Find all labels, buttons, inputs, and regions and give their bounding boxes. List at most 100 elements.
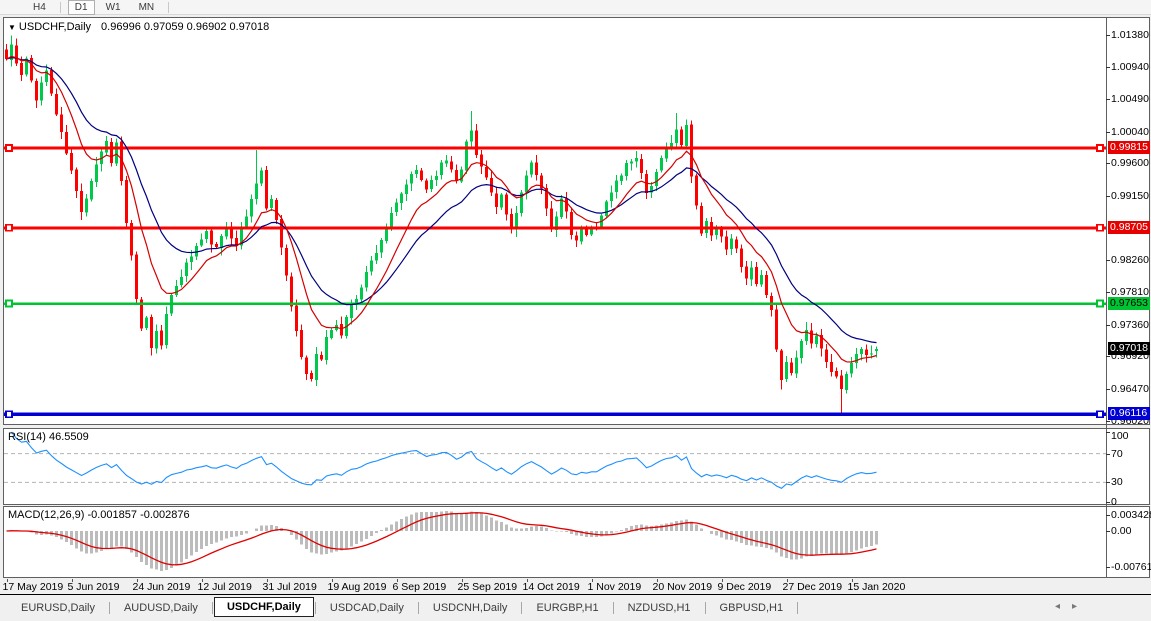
price-axis-tick-mark <box>1106 195 1110 197</box>
time-axis-tick-mark <box>266 579 268 582</box>
macd-canvas[interactable] <box>4 507 1106 577</box>
timeframe-button-d1[interactable]: D1 <box>67 0 95 15</box>
tab-separator <box>211 602 213 614</box>
time-axis-tick-mark <box>6 579 8 582</box>
macd-axis-tick-mark <box>1106 514 1110 516</box>
time-axis-tick-mark <box>851 579 853 582</box>
price-level-badge: 0.98705 <box>1108 220 1150 234</box>
macd-indicator-label: MACD(12,26,9) -0.001857 -0.002876 <box>8 509 190 521</box>
tab-separator <box>704 602 706 614</box>
tab-scroll-arrows: ◂▸ <box>1055 601 1089 612</box>
tabbar-border <box>0 594 1151 595</box>
timeframe-toolbar: H4 D1 W1 MN <box>0 0 1151 15</box>
time-axis-label: 19 Aug 2019 <box>327 581 387 593</box>
tab-separator <box>521 602 523 614</box>
time-axis-tick-mark <box>331 579 333 582</box>
tab-nzdusd-h1[interactable]: NZDUSD,H1 <box>627 602 691 614</box>
price-axis-tick-label: 1.01380 <box>1111 29 1149 42</box>
price-axis-tick-mark <box>1106 99 1110 101</box>
price-axis-tick-mark <box>1106 163 1110 165</box>
price-axis-tick-label: 0.96470 <box>1111 382 1149 395</box>
chart-title: ▼ USDCHF,Daily 0.96996 0.97059 0.96902 0.9… <box>8 21 269 33</box>
time-axis-label: 25 Sep 2019 <box>457 581 518 593</box>
rsi-canvas[interactable] <box>4 429 1106 504</box>
price-axis-tick-mark <box>1106 67 1110 69</box>
price-axis-tick-mark <box>1106 131 1110 133</box>
tab-separator <box>797 602 799 614</box>
tab-eurusd-daily[interactable]: EURUSD,Daily <box>21 602 95 614</box>
tab-usdcad-daily[interactable]: USDCAD,Daily <box>329 602 404 614</box>
time-axis-tick-mark <box>656 579 658 582</box>
rsi-axis-tick-label: 100 <box>1111 430 1129 442</box>
price-axis-tick-mark <box>1106 292 1110 294</box>
rsi-line <box>11 431 877 489</box>
price-level-badge: 0.97018 <box>1108 342 1150 356</box>
macd-pane[interactable] <box>3 506 1150 578</box>
macd-axis-tick-label: 0.003428 <box>1111 508 1151 521</box>
time-axis-label: 5 Jun 2019 <box>67 581 120 593</box>
rsi-pane[interactable] <box>3 428 1150 505</box>
time-axis-tick-mark <box>136 579 138 582</box>
macd-axis-tick-mark <box>1106 566 1110 568</box>
macd-signal-line <box>6 512 877 566</box>
timeframe-button-h4[interactable]: H4 <box>33 1 46 13</box>
chart-symbol-label: USDCHF,Daily <box>18 21 92 33</box>
time-axis-label: 24 Jun 2019 <box>132 581 191 593</box>
time-axis-label: 15 Jan 2020 <box>847 581 906 593</box>
time-axis-tick-mark <box>396 579 398 582</box>
price-axis-tick-label: 0.97360 <box>1111 318 1149 331</box>
price-level-badge: 0.99815 <box>1108 141 1150 154</box>
toolbar-separator <box>59 1 61 13</box>
time-axis-tick-mark <box>721 579 723 582</box>
tab-eurgbp-h1[interactable]: EURGBP,H1 <box>536 602 599 614</box>
tab-separator <box>417 602 419 614</box>
tab-audusd-daily[interactable]: AUDUSD,Daily <box>123 602 198 614</box>
time-axis-tick-mark <box>201 579 203 582</box>
macd-axis-tick-mark <box>1106 531 1110 532</box>
time-axis-label: 6 Sep 2019 <box>392 581 447 593</box>
price-axis-tick-mark <box>1106 356 1110 358</box>
tab-gbpusd-h1[interactable]: GBPUSD,H1 <box>719 602 784 614</box>
macd-axis-tick-label: 0.00 <box>1111 525 1132 537</box>
time-axis-label: 9 Dec 2019 <box>717 581 772 593</box>
price-axis-tick-mark <box>1106 324 1110 326</box>
tab-separator <box>108 602 110 614</box>
time-axis-label: 17 May 2019 <box>2 581 64 593</box>
time-axis-label: 31 Jul 2019 <box>262 581 317 593</box>
price-axis-separator <box>1106 17 1107 578</box>
tab-usdchf-daily[interactable]: USDCHF,Daily <box>213 597 314 617</box>
rsi-axis-tick-mark <box>1106 482 1110 484</box>
price-chart-pane[interactable] <box>3 17 1150 425</box>
tab-scroll-right-icon[interactable]: ▸ <box>1071 601 1089 612</box>
time-axis-tick-mark <box>786 579 788 582</box>
time-axis-label: 14 Oct 2019 <box>522 581 580 593</box>
time-axis-label: 1 Nov 2019 <box>587 581 642 593</box>
price-axis-tick-mark <box>1106 421 1110 422</box>
tab-scroll-left-icon[interactable]: ◂ <box>1054 601 1072 612</box>
time-axis-tick-mark <box>526 579 528 582</box>
price-level-badge: 0.97653 <box>1108 296 1150 310</box>
toolbar-separator <box>168 1 170 13</box>
price-chart-canvas[interactable] <box>4 18 1106 424</box>
chart-menu-icon[interactable]: ▼ <box>8 23 16 32</box>
rsi-axis-tick-mark <box>1106 502 1110 503</box>
time-axis-tick-mark <box>71 579 73 582</box>
price-axis-tick-label: 0.98260 <box>1111 253 1149 266</box>
moving-average-line <box>6 57 877 344</box>
price-axis-tick-label: 1.00940 <box>1111 61 1149 74</box>
price-axis-tick-mark <box>1106 259 1110 261</box>
price-axis-tick-label: 1.00490 <box>1111 93 1149 106</box>
timeframe-button-mn[interactable]: MN <box>138 1 155 13</box>
time-axis-label: 12 Jul 2019 <box>197 581 252 593</box>
price-axis-tick-label: 0.97810 <box>1111 286 1149 299</box>
tab-usdcnh-daily[interactable]: USDCNH,Daily <box>432 602 508 614</box>
moving-average-line <box>6 55 877 363</box>
macd-histogram-layer <box>10 511 878 572</box>
time-axis-label: 27 Dec 2019 <box>782 581 843 593</box>
price-axis-tick-label: 1.00040 <box>1111 125 1149 138</box>
candles-layer <box>5 35 878 414</box>
timeframe-button-w1[interactable]: W1 <box>105 1 121 13</box>
rsi-axis-tick-label: 0 <box>1111 496 1117 508</box>
time-axis-tick-mark <box>461 579 463 582</box>
